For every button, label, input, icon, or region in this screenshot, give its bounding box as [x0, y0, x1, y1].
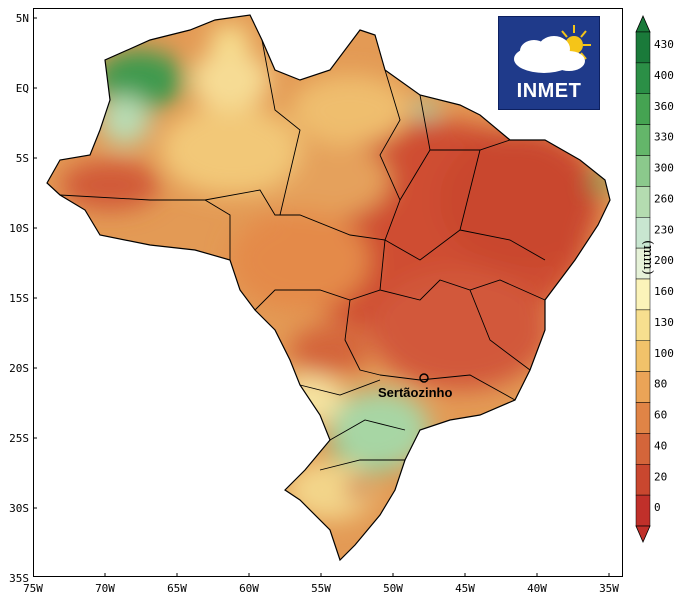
- sun-cloud-icon: [514, 25, 591, 73]
- colorbar-label: 160: [654, 285, 674, 298]
- colorbar-swatch: [635, 93, 651, 125]
- colorbar-label: 260: [654, 192, 674, 205]
- colorbar-label: 100: [654, 347, 674, 360]
- y-axis-labels: 5N EQ 5S 10S 15S 20S 25S 30S 35S: [9, 12, 29, 585]
- y-tick-label: 10S: [9, 222, 29, 235]
- x-tick-label: 75W: [23, 582, 43, 595]
- colorbar-label: 80: [654, 378, 667, 391]
- colorbar-swatch: [635, 371, 651, 403]
- y-tick-label: 35S: [9, 572, 29, 585]
- colorbar-swatch: [635, 494, 651, 527]
- y-tick-label: 30S: [9, 502, 29, 515]
- colorbar-swatch: [635, 62, 651, 94]
- x-tick-label: 65W: [167, 582, 187, 595]
- colorbar-swatch: [635, 186, 651, 218]
- colorbar-swatch: [635, 31, 651, 64]
- colorbar-swatch: [635, 155, 651, 187]
- colorbar-swatch: [635, 124, 651, 156]
- colorbar-label: 400: [654, 69, 674, 82]
- y-tick-label: 5N: [16, 12, 29, 25]
- logo-text: INMET: [516, 80, 582, 102]
- x-tick-label: 45W: [455, 582, 475, 595]
- colorbar-label: 200: [654, 254, 674, 267]
- y-tick-label: 25S: [9, 432, 29, 445]
- inmet-logo: INMET: [498, 16, 600, 110]
- colorbar-label: 300: [654, 162, 674, 175]
- colorbar-swatch: [635, 464, 651, 496]
- x-tick-label: 40W: [527, 582, 547, 595]
- colorbar-label: 40: [654, 439, 667, 452]
- colorbar-swatch: [635, 278, 651, 311]
- colorbar-swatch: [635, 309, 651, 341]
- colorbar-label: 0: [654, 501, 661, 514]
- x-tick-label: 60W: [239, 582, 259, 595]
- colorbar: [635, 15, 651, 543]
- colorbar-labels: 4304003603303002602302001601301008060402…: [654, 38, 674, 514]
- colorbar-bottom-arrow: [635, 525, 651, 543]
- x-tick-label: 55W: [311, 582, 331, 595]
- colorbar-swatch: [635, 402, 651, 434]
- colorbar-label: 430: [654, 38, 674, 51]
- unit-label: (mm): [640, 240, 655, 275]
- axis-ticks: [33, 17, 610, 577]
- colorbar-swatch: [635, 340, 651, 372]
- x-axis-labels: 75W 70W 65W 60W 55W 50W 45W 40W 35W: [23, 582, 619, 595]
- colorbar-label: 20: [654, 470, 667, 483]
- colorbar-top-arrow: [635, 15, 651, 33]
- state-borders: [59, 39, 546, 471]
- y-tick-label: 20S: [9, 362, 29, 375]
- x-tick-label: 50W: [383, 582, 403, 595]
- y-tick-label: 15S: [9, 292, 29, 305]
- colorbar-swatch: [635, 433, 651, 465]
- x-tick-label: 70W: [95, 582, 115, 595]
- colorbar-label: 360: [654, 100, 674, 113]
- city-marker: [419, 373, 429, 383]
- x-tick-label: 35W: [599, 582, 619, 595]
- colorbar-label: 330: [654, 131, 674, 144]
- colorbar-label: 130: [654, 316, 674, 329]
- y-tick-label: 5S: [16, 152, 29, 165]
- city-label: Sertãozinho: [378, 385, 452, 400]
- colorbar-label: 230: [654, 223, 674, 236]
- colorbar-label: 60: [654, 409, 667, 422]
- y-tick-label: EQ: [16, 82, 29, 95]
